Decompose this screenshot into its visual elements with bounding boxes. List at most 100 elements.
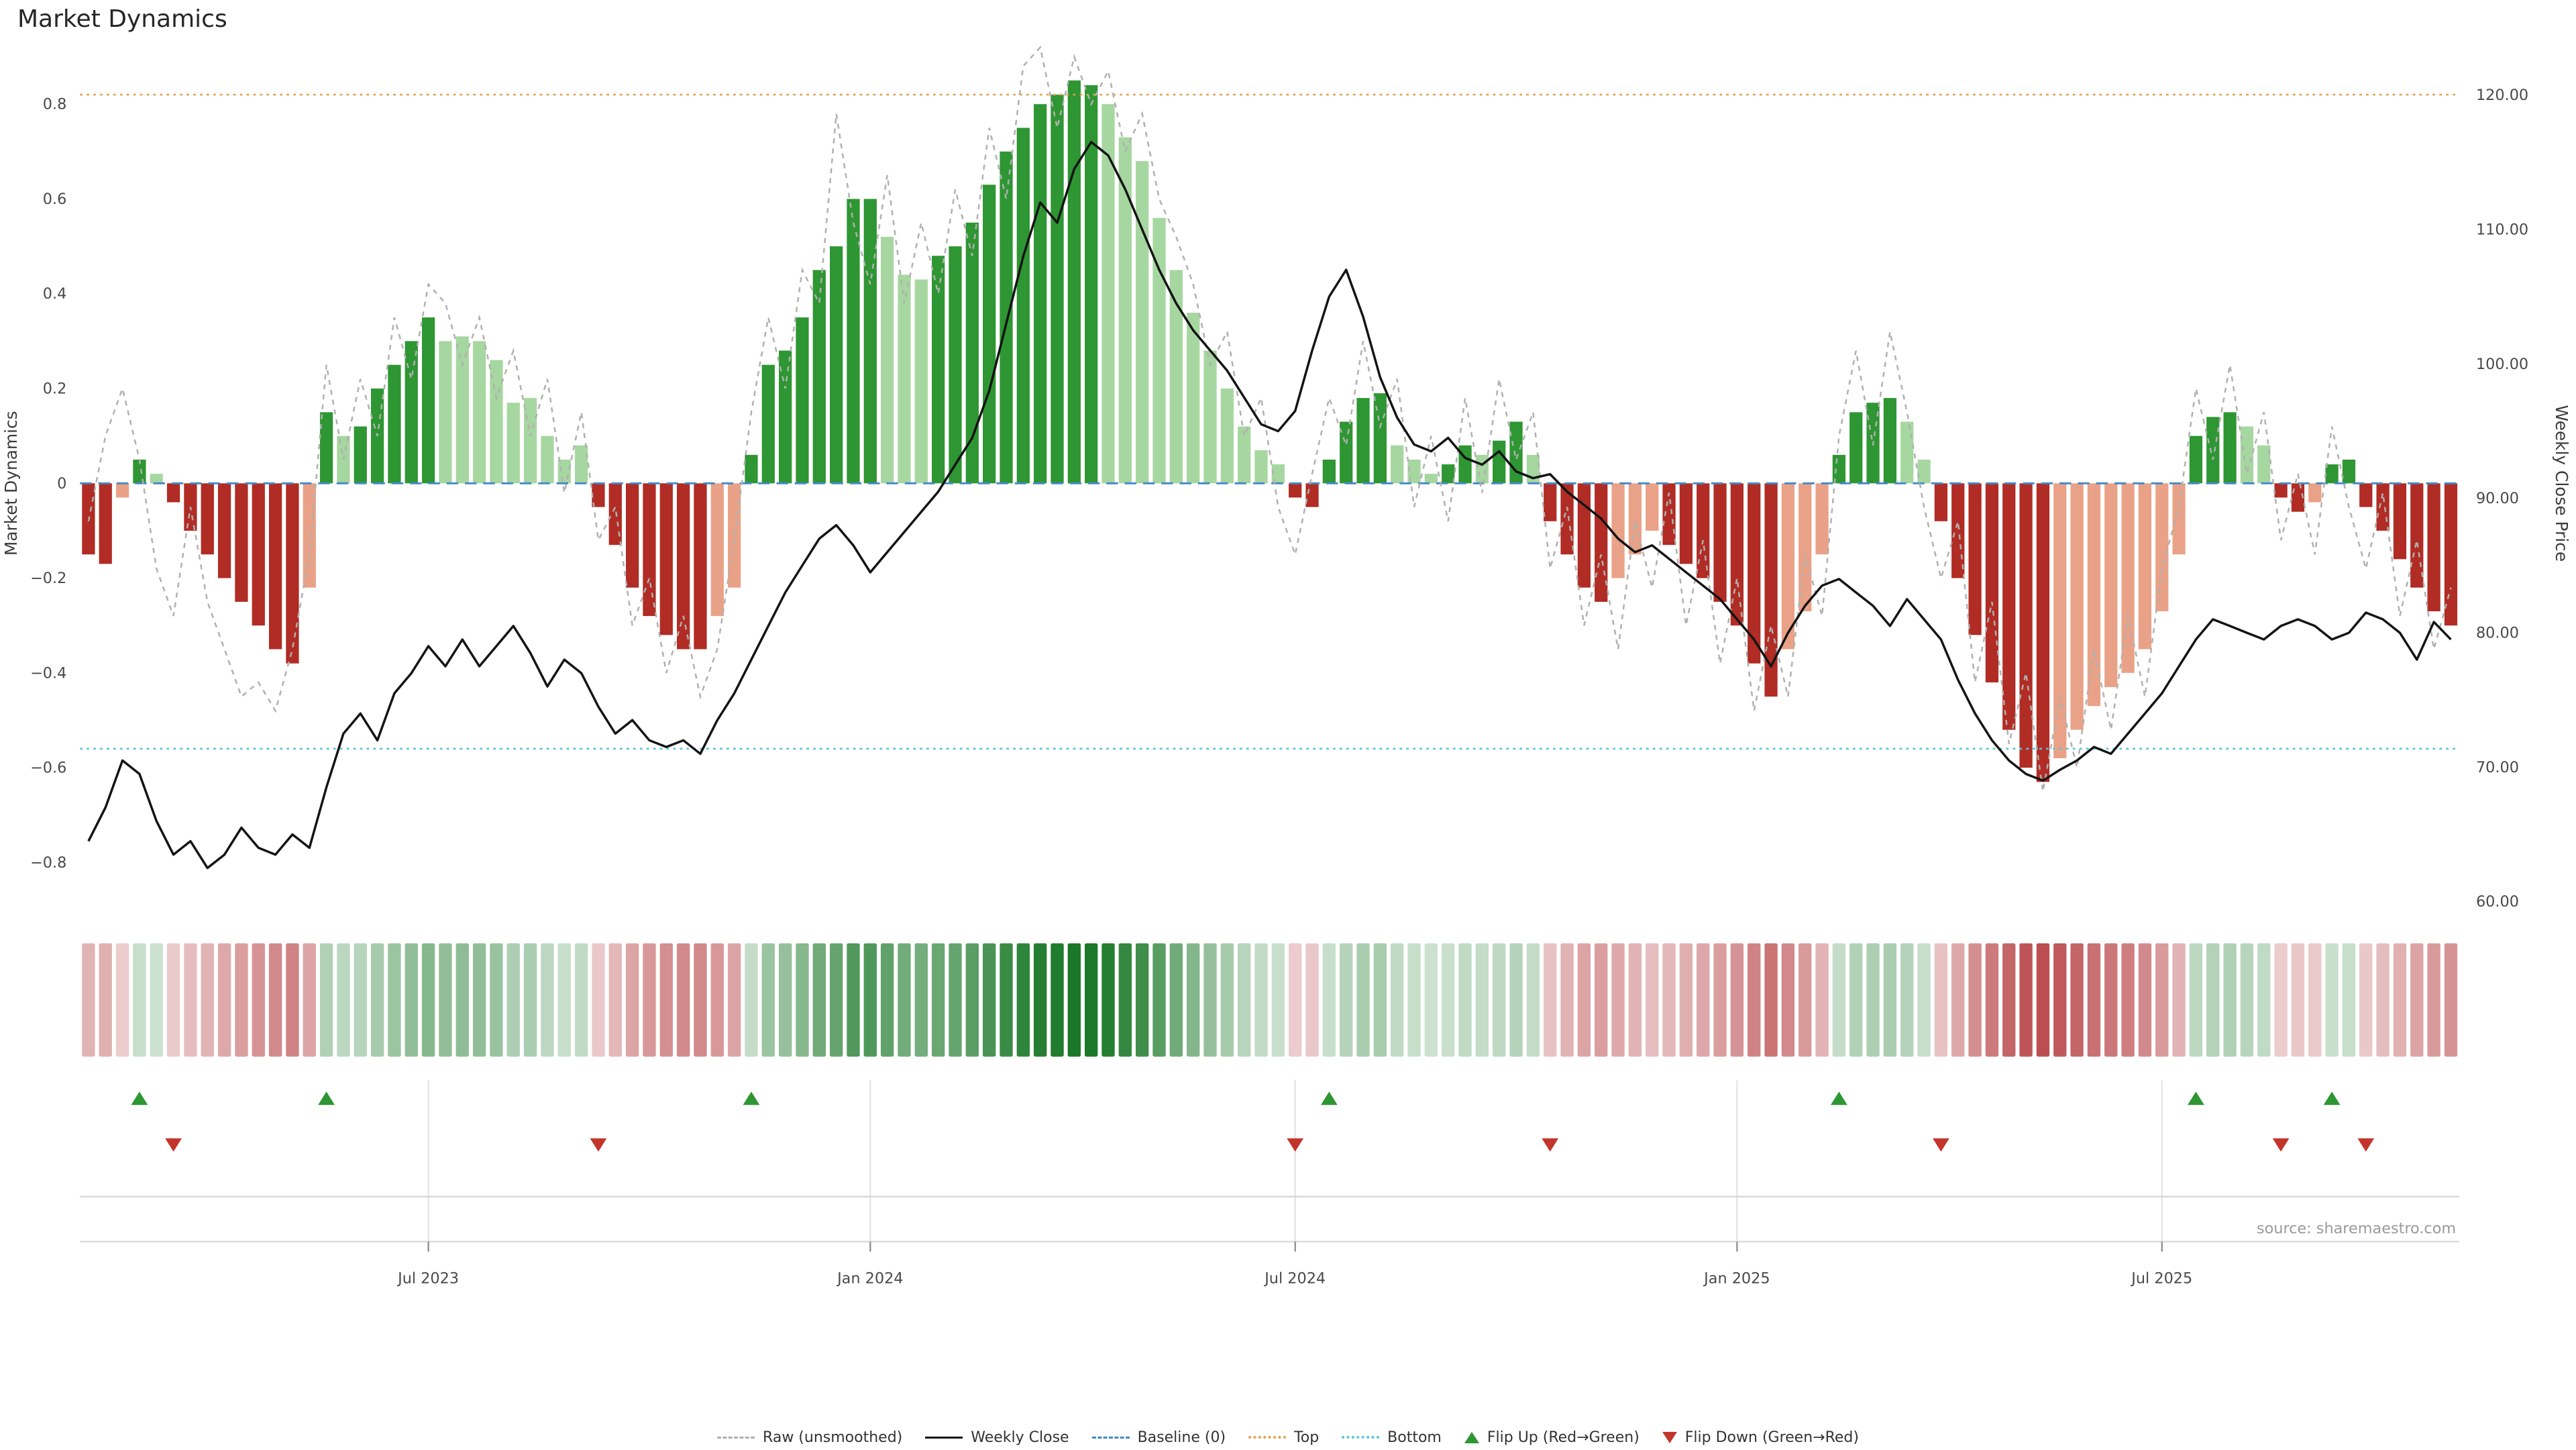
- dynamics-bar: [932, 256, 945, 484]
- dynamics-bar: [983, 185, 996, 484]
- dynamics-bar: [252, 483, 265, 626]
- dynamics-bar: [2121, 483, 2135, 673]
- heatmap-cell: [99, 943, 112, 1057]
- dynamics-bar: [455, 336, 469, 484]
- heatmap-cell: [1391, 943, 1404, 1057]
- left-axis-tick: −0.8: [30, 854, 66, 872]
- heatmap-cell: [354, 943, 367, 1057]
- dynamics-bar: [863, 199, 877, 484]
- heatmap-cell: [1815, 943, 1829, 1057]
- flip-down-marker: [2272, 1138, 2290, 1152]
- dynamics-bar: [745, 454, 758, 484]
- dynamics-bar: [303, 483, 316, 588]
- dynamics-bar: [2376, 483, 2390, 531]
- dynamics-bar: [2444, 483, 2458, 626]
- dynamics-bar: [472, 341, 486, 484]
- heatmap-cell: [115, 943, 129, 1057]
- heatmap-cell: [1679, 943, 1693, 1057]
- heatmap-cell: [761, 943, 775, 1057]
- dynamics-bar: [1781, 483, 1795, 650]
- x-axis-tick: Jan 2024: [836, 1270, 903, 1288]
- heatmap-cell: [1135, 943, 1149, 1057]
- heatmap-cell: [676, 943, 690, 1057]
- dynamics-bar: [2070, 483, 2084, 730]
- heatmap-cell: [949, 943, 962, 1057]
- heatmap-cell: [2410, 943, 2424, 1057]
- dynamics-bar: [1475, 454, 1489, 484]
- dynamics-bar: [268, 483, 282, 650]
- dynamics-bar: [1815, 483, 1829, 555]
- dynamics-bar: [2104, 483, 2118, 688]
- heatmap-cell: [1509, 943, 1523, 1057]
- left-axis-tick: 0: [57, 475, 66, 493]
- dynamics-bar: [1322, 459, 1336, 484]
- dynamics-bar: [506, 403, 520, 484]
- heatmap-cell: [1033, 943, 1047, 1057]
- dynamics-bar: [2410, 483, 2424, 588]
- heatmap-cell: [931, 943, 945, 1057]
- heatmap-cell: [1152, 943, 1166, 1057]
- dynamics-bar: [1238, 426, 1251, 484]
- x-axis-tick: Jul 2024: [1263, 1270, 1326, 1288]
- heatmap-cell: [2393, 943, 2407, 1057]
- heatmap-cell: [2257, 943, 2271, 1057]
- left-axis-tick: −0.2: [30, 570, 66, 587]
- heatmap-cell: [1730, 943, 1744, 1057]
- heatmap-cell: [337, 943, 350, 1057]
- heatmap-cell: [1577, 943, 1591, 1057]
- dynamics-bar: [2359, 483, 2373, 507]
- flip-down-marker: [1932, 1138, 1949, 1152]
- dynamics-bar: [1917, 459, 1931, 484]
- heatmap-cell: [1458, 943, 1472, 1057]
- dynamics-bar: [1646, 483, 1659, 531]
- heatmap-cell: [2274, 943, 2288, 1057]
- legend: Raw (unsmoothed) Weekly Close Baseline (0)…: [0, 1429, 2576, 1446]
- heatmap-cell: [1237, 943, 1251, 1057]
- heatmap-cell: [1713, 943, 1727, 1057]
- heatmap-cell: [2376, 943, 2390, 1057]
- right-axis-tick: 120.00: [2476, 87, 2528, 104]
- heatmap-cell: [847, 943, 860, 1057]
- heatmap-cell: [1051, 943, 1064, 1057]
- dynamics-bar: [388, 364, 401, 484]
- heatmap-cell: [1781, 943, 1795, 1057]
- dynamics-bar: [1764, 483, 1778, 697]
- legend-label: Flip Up (Red→Green): [1487, 1429, 1640, 1446]
- heatmap-cell: [268, 943, 282, 1057]
- right-axis-tick: 100.00: [2476, 356, 2528, 373]
- dynamics-bar: [625, 483, 639, 588]
- dynamics-bar: [1697, 483, 1710, 578]
- heatmap-cell: [2189, 943, 2203, 1057]
- heatmap-cell: [1662, 943, 1676, 1057]
- heatmap-cell: [880, 943, 894, 1057]
- dynamics-bar: [1016, 127, 1030, 484]
- dynamics-bar: [898, 274, 911, 484]
- heatmap-cell: [2223, 943, 2237, 1057]
- heatmap-cell: [727, 943, 741, 1057]
- heatmap-cell: [1934, 943, 1948, 1057]
- heatmap-cell: [2240, 943, 2254, 1057]
- heatmap-cell: [557, 943, 571, 1057]
- dynamics-bar: [319, 412, 333, 484]
- dynamics-bar: [965, 222, 979, 484]
- dynamics-bar: [847, 199, 860, 484]
- heatmap-cell: [2308, 943, 2322, 1057]
- heatmap-cell: [1883, 943, 1897, 1057]
- heatmap-cell: [1339, 943, 1353, 1057]
- heatmap-cell: [1968, 943, 1982, 1057]
- heatmap-cell: [1442, 943, 1455, 1057]
- dynamics-bar: [1000, 151, 1013, 484]
- x-axis-tick: Jul 2025: [2130, 1270, 2192, 1288]
- dynamics-bar: [1730, 483, 1744, 626]
- dynamics-bar: [1187, 313, 1200, 484]
- dynamics-bar: [2274, 483, 2288, 498]
- heatmap-cell: [2359, 943, 2373, 1057]
- dynamics-bar: [2002, 483, 2016, 730]
- dynamics-bar: [608, 483, 622, 546]
- dynamics-bar: [1662, 483, 1676, 546]
- heatmap-cell: [2053, 943, 2067, 1057]
- heatmap-cell: [1118, 943, 1132, 1057]
- dynamics-bar: [150, 474, 163, 484]
